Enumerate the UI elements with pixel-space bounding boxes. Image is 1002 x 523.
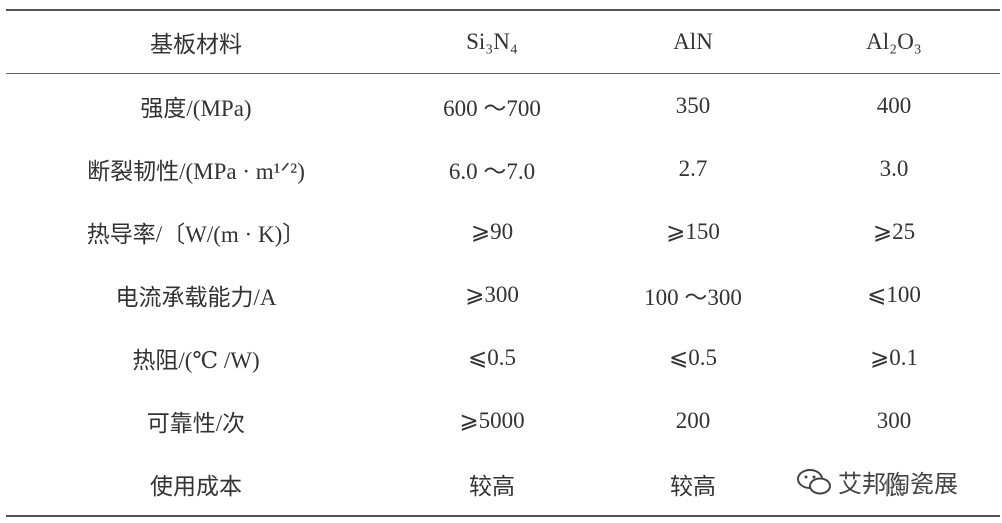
wechat-icon <box>797 468 831 494</box>
table-row: 电流承载能力/A ⩾300 100 ～300 ⩽100 <box>6 263 1000 326</box>
table-cell: 强度/(MPa) <box>140 95 252 121</box>
watermark: 艾邦陶瓷展 <box>796 464 958 499</box>
header-cell: Al₂O₃ <box>866 29 922 54</box>
table-cell: 3.0 <box>879 155 909 181</box>
table-cell: 200 <box>675 407 711 433</box>
table-cell: 较高 <box>670 473 716 499</box>
table-cell: ⩾300 <box>465 281 519 307</box>
table-cell: 较高 <box>469 473 515 499</box>
table-cell: ⩽0.5 <box>467 344 517 370</box>
table-cell: 断裂韧性/(MPa · m¹ᐟ²) <box>87 158 305 184</box>
table-row: 热导率/〔W/(m · K)〕 ⩾90 ⩾150 ⩾25 <box>6 200 1000 263</box>
table-row: 断裂韧性/(MPa · m¹ᐟ²) 6.0 ～7.0 2.7 3.0 <box>6 137 1000 200</box>
table-cell: ⩾150 <box>666 218 720 244</box>
header-cell: 基板材料 <box>150 32 242 57</box>
header-row: 基板材料 Si₃N₄ AlN Al₂O₃ <box>6 10 1000 74</box>
table-cell: ⩾0.1 <box>869 344 919 370</box>
table-cell: ⩾25 <box>872 218 916 244</box>
table-cell: 400 <box>876 92 912 118</box>
table-cell: ⩽0.5 <box>668 344 718 370</box>
table-row: 可靠性/次 ⩾5000 200 300 <box>6 389 1000 452</box>
header-cell: Si₃N₄ <box>466 29 518 54</box>
table-cell: ⩾90 <box>470 218 514 244</box>
header-cell: AlN <box>673 29 713 54</box>
table-cell: ⩾5000 <box>459 407 525 433</box>
table-row: 热阻/(℃ /W) ⩽0.5 ⩽0.5 ⩾0.1 <box>6 326 1000 389</box>
table-body: 强度/(MPa) 600 ～700 350 400 断裂韧性/(MPa · m¹ᐟ²) 6… <box>6 74 1000 516</box>
table-cell: 电流承载能力/A <box>115 284 277 310</box>
table-cell: 350 <box>675 92 711 118</box>
table-cell: 使用成本 <box>150 473 242 499</box>
table-row: 使用成本 较高 较高 低 <box>6 452 1000 516</box>
table-cell: 可靠性/次 <box>146 410 246 436</box>
table-cell: 低 <box>882 473 906 499</box>
table-cell: ⩽100 <box>867 281 921 307</box>
table-cell: 600 ～700 <box>443 95 541 121</box>
data-table: 基板材料 Si₃N₄ AlN Al₂O₃ 强度/(MPa) 600 ～700 350 400… <box>6 9 1000 517</box>
table-row: 强度/(MPa) 600 ～700 350 400 <box>6 74 1000 138</box>
table-cell: 2.7 <box>678 155 708 181</box>
table-cell: 热导率/〔W/(m · K)〕 <box>86 221 306 247</box>
table-cell: 热阻/(℃ /W) <box>132 347 260 373</box>
table-cell: 300 <box>876 407 912 433</box>
table-cell: 100 ～300 <box>644 284 742 310</box>
watermark-text: 艾邦陶瓷展 <box>838 470 958 498</box>
table-cell: 6.0 ～7.0 <box>448 158 536 184</box>
